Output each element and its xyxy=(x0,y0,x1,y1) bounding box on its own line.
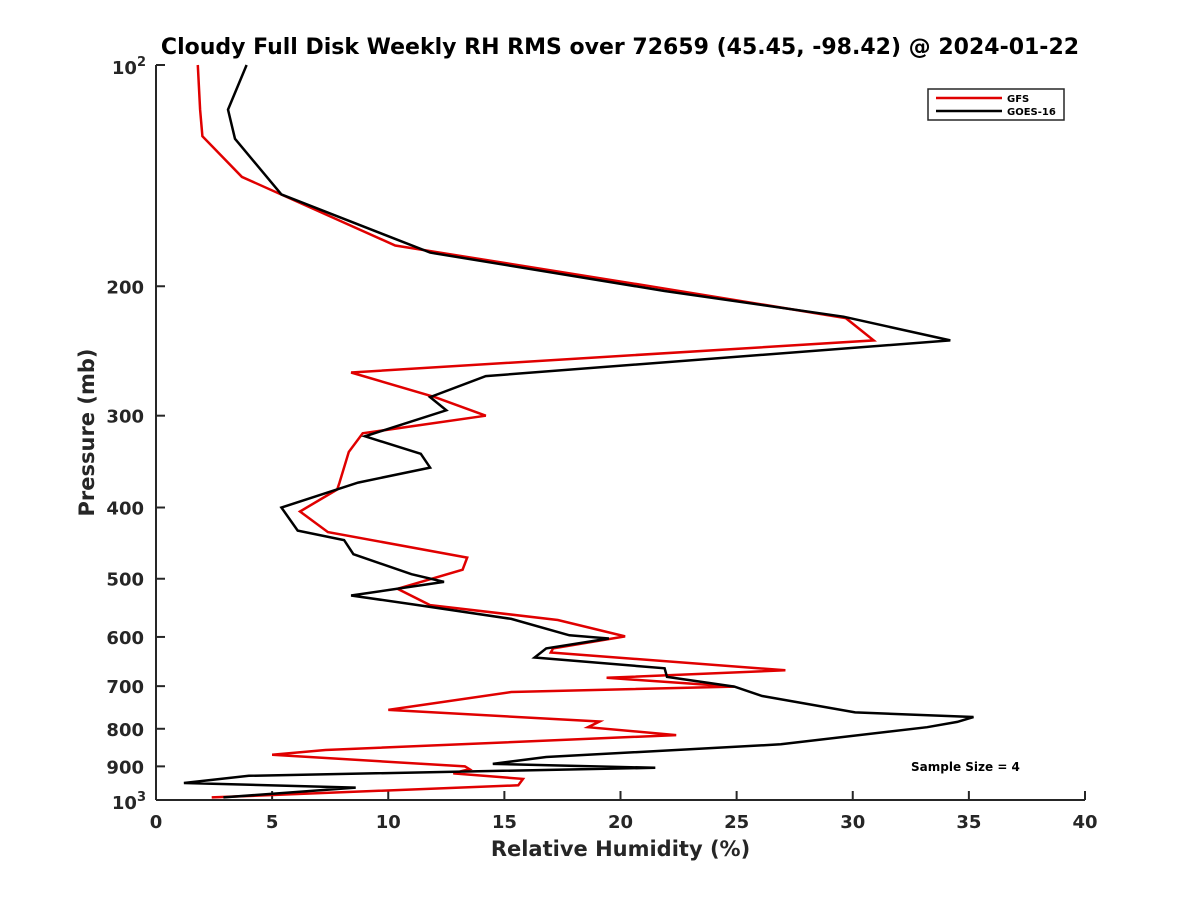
x-axis-label: Relative Humidity (%) xyxy=(491,837,750,861)
y-tick-label: 700 xyxy=(106,677,144,698)
legend-label: GOES-16 xyxy=(1007,107,1056,118)
series-line xyxy=(183,64,974,799)
y-tick-label: 300 xyxy=(106,407,144,428)
x-tick-label: 5 xyxy=(266,812,279,833)
x-tick-label: 15 xyxy=(492,812,517,833)
series-line xyxy=(196,64,878,799)
series-lines xyxy=(183,64,974,799)
x-tick-label: 25 xyxy=(724,812,749,833)
x-axis-ticks: 0 5 10 15 20 25 30 35 40 xyxy=(150,791,1098,833)
legend-box xyxy=(927,88,1065,121)
x-tick-label: 40 xyxy=(1072,812,1097,833)
y-tick-base: 10 xyxy=(112,793,137,814)
x-tick-label: 30 xyxy=(840,812,865,833)
y-tick-label: 400 xyxy=(106,499,144,520)
y-tick-label: 103 xyxy=(112,790,146,814)
x-tick-label: 10 xyxy=(376,812,401,833)
y-tick-label: 500 xyxy=(106,570,144,591)
y-tick-base: 10 xyxy=(112,58,137,79)
y-axis-label: Pressure (mb) xyxy=(75,349,99,517)
y-tick-exponent: 3 xyxy=(137,790,146,805)
x-tick-label: 20 xyxy=(608,812,633,833)
y-tick-exponent: 2 xyxy=(137,55,146,70)
y-tick-label: 102 xyxy=(112,55,146,79)
legend-label: GFS xyxy=(1007,94,1029,105)
y-tick-label: 900 xyxy=(106,757,144,778)
x-tick-label: 0 xyxy=(150,812,163,833)
series-goes-16 xyxy=(183,64,974,799)
legend: GFS GOES-16 xyxy=(927,88,1065,121)
y-tick-label: 800 xyxy=(106,720,144,741)
chart-title: Cloudy Full Disk Weekly RH RMS over 7265… xyxy=(161,35,1079,60)
x-tick-label: 35 xyxy=(956,812,981,833)
y-tick-label: 600 xyxy=(106,628,144,649)
sample-size-annotation: Sample Size = 4 xyxy=(911,760,1020,774)
series-gfs xyxy=(196,64,878,799)
y-tick-label: 200 xyxy=(106,277,144,298)
